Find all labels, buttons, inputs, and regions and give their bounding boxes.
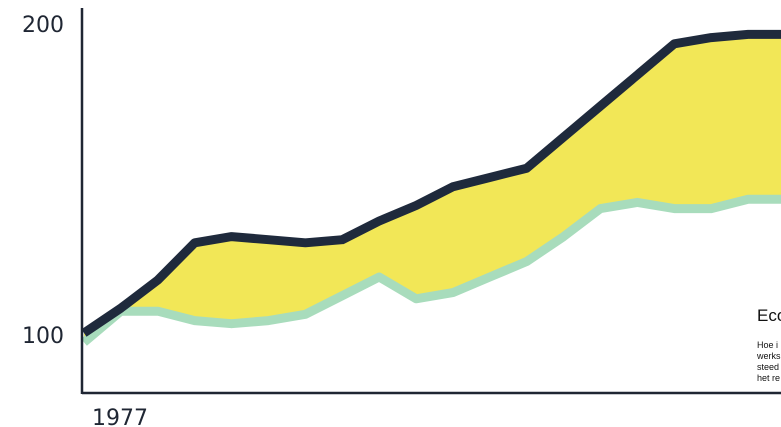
series-upper-line [81, 29, 781, 337]
info-panel: Eco Hoe i werks steed het re [755, 300, 781, 384]
area-fill [84, 34, 781, 343]
x-tick-label-1977: 1977 [92, 406, 148, 427]
y-tick-label-100: 100 [22, 324, 64, 349]
series-lower-line [81, 194, 781, 346]
panel-line: werks [757, 351, 781, 361]
panel-line: steed [757, 362, 780, 372]
y-tick-label-200: 200 [22, 13, 64, 38]
panel-line: het re [757, 373, 781, 383]
panel-title: Eco [757, 306, 781, 325]
panel-line: Hoe i [757, 340, 779, 350]
